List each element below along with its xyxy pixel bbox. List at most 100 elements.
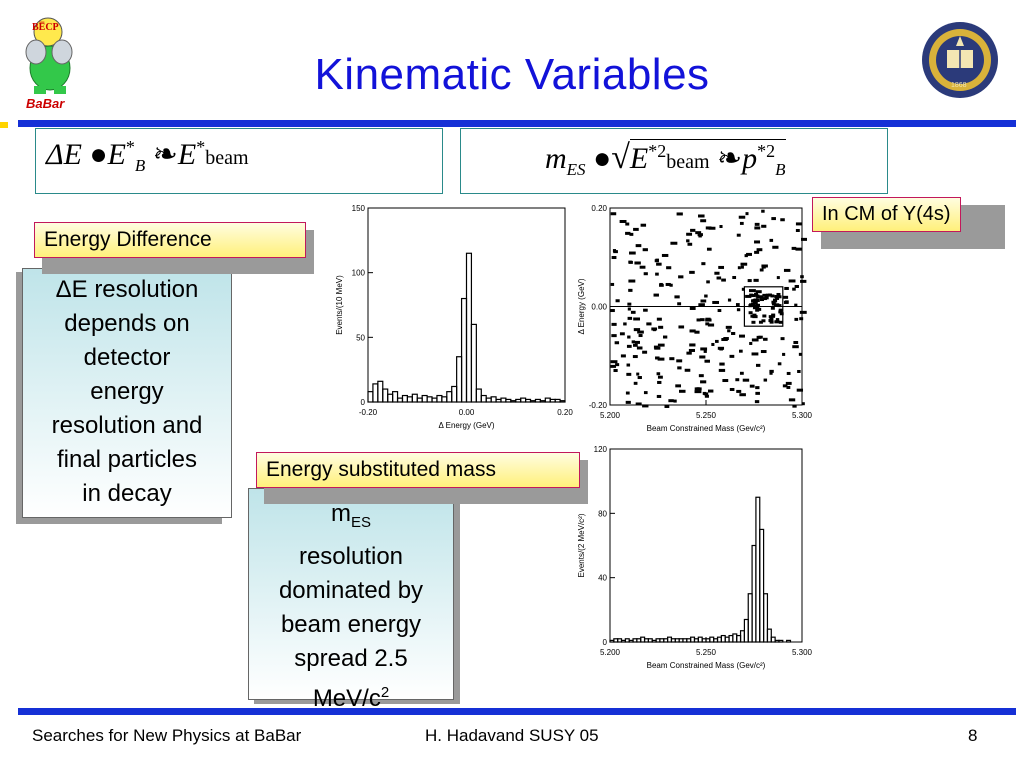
scatter-point — [707, 389, 714, 393]
scatter-point — [656, 317, 662, 321]
scatter-point — [704, 359, 710, 363]
scatter-point — [737, 266, 741, 270]
scatter-point — [751, 352, 759, 356]
scatter-point — [669, 357, 675, 361]
scatter-point — [636, 372, 640, 376]
scatter-point — [751, 294, 756, 298]
scatter-point — [627, 316, 633, 320]
scatter-point — [761, 224, 767, 228]
scatter-point — [758, 295, 763, 299]
scatter-point — [769, 369, 774, 373]
scatter-point — [739, 221, 744, 225]
logo-badge: BE̅CP — [32, 22, 59, 33]
scatter-point — [678, 325, 685, 329]
scatter-point — [786, 371, 791, 375]
scatter-point — [646, 322, 652, 326]
hist1-bar — [490, 396, 497, 403]
right-panel-line1: mES — [249, 497, 453, 540]
hist2-xtick-label: 5.200 — [600, 648, 621, 657]
accent-mark — [0, 122, 8, 128]
hist2-ylabel: Events/(2 MeV/c²) — [577, 513, 586, 577]
scatter-point — [780, 337, 785, 341]
hist1-bar — [431, 397, 438, 403]
scatter-point — [757, 307, 762, 311]
scatter-point — [698, 374, 704, 378]
scatter-point — [741, 287, 746, 291]
left-panel-line6: final particles — [56, 446, 198, 473]
radicand: E*2beam ❧p*2B — [629, 139, 786, 179]
scatter-point — [778, 320, 783, 324]
hist1-bar — [559, 400, 566, 403]
scatter-point — [755, 386, 760, 390]
scatter-point — [664, 404, 670, 408]
scatter-point — [702, 391, 707, 395]
scatter-point — [612, 249, 617, 253]
university-seal-icon — [922, 22, 998, 98]
scatter-point — [689, 329, 696, 333]
scatter-point — [780, 218, 785, 222]
scatter-point — [752, 306, 757, 310]
university-seal: 1868 — [920, 20, 1000, 100]
scatter-point — [714, 271, 720, 275]
footer-left: Searches for New Physics at BaBar — [32, 726, 302, 745]
scatter-point — [759, 298, 764, 302]
scatter-point — [761, 209, 765, 213]
scatter-point — [739, 371, 744, 375]
scatter-plot: 5.200 5.250 5.300 -0.20 0.00 0.20 Beam Constra… — [577, 204, 813, 433]
scatter-point — [755, 363, 761, 367]
scatter-point — [756, 248, 763, 252]
scatter-point — [725, 325, 732, 329]
scatter-point — [690, 228, 696, 232]
scatter-point — [627, 307, 631, 311]
scatter-point — [731, 331, 736, 335]
hist2-ytick-label: 80 — [598, 509, 607, 518]
scatter-point — [754, 222, 760, 226]
scatter-point — [642, 404, 649, 408]
scatter-point — [783, 295, 789, 299]
slide-title: Kinematic Variables — [314, 50, 710, 99]
scatter-point — [663, 335, 668, 339]
scatter-point — [775, 303, 780, 307]
scatter-point — [778, 308, 783, 312]
scatter-point — [666, 266, 672, 270]
scatter-point — [769, 371, 773, 375]
energy-difference-label: Energy Difference — [34, 222, 306, 258]
scatter-point — [776, 276, 780, 280]
scatter-point — [745, 212, 749, 216]
scatter-point — [755, 290, 762, 294]
scatter-point — [759, 268, 764, 272]
scatter-point — [732, 275, 737, 279]
scatter-point — [727, 329, 731, 333]
right-panel-line3: dominated by — [278, 576, 424, 604]
scatter-point — [657, 357, 665, 361]
hist1-bar — [401, 394, 408, 403]
signal-box — [743, 286, 784, 327]
left-panel-line2: depends on — [64, 310, 190, 337]
scatter-point — [768, 315, 773, 319]
left-panel-line5: resolution and — [51, 412, 203, 439]
scatter-point — [615, 363, 620, 367]
scatter-point — [739, 393, 746, 397]
scatter-point — [755, 306, 760, 310]
scatter-point — [791, 246, 797, 250]
scatter-point — [610, 364, 617, 368]
footer-page: 8 — [968, 726, 978, 745]
scatter-point — [658, 325, 664, 329]
scatter-point — [784, 286, 789, 290]
scatter-point — [659, 282, 663, 286]
scatter-point — [625, 231, 631, 235]
delta-e-formula: ΔE ●E*B ❧E*beam — [35, 128, 443, 194]
scatter-point — [800, 279, 807, 283]
scatter-point — [643, 272, 648, 276]
equals-glyph-2: ● — [593, 142, 612, 175]
hist1-bar — [396, 397, 404, 403]
scatter-point — [795, 247, 803, 251]
scatter-point — [761, 319, 766, 323]
scatter-point — [610, 309, 615, 313]
scatter-point — [630, 310, 636, 314]
bottom-divider — [18, 708, 1016, 715]
scatter-point — [634, 340, 640, 344]
scatter-point — [611, 322, 617, 326]
scatter-point — [749, 384, 755, 388]
scatter-point — [777, 304, 782, 308]
